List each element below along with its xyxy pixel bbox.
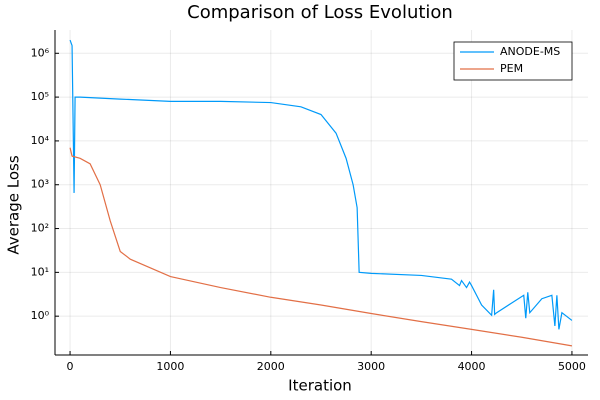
legend-label: ANODE-MS xyxy=(500,45,560,58)
legend-box xyxy=(453,41,573,81)
legend-label: PEM xyxy=(500,62,523,75)
x-tick-label: 3000 xyxy=(357,360,385,373)
y-tick-label: 10² xyxy=(31,222,49,235)
x-tick-label: 5000 xyxy=(558,360,586,373)
x-tick-label: 2000 xyxy=(257,360,285,373)
line xyxy=(69,147,573,347)
x-tick-label: 0 xyxy=(67,360,74,373)
chart-title: Comparison of Loss Evolution xyxy=(187,2,453,23)
y-tick-label: 10⁰ xyxy=(31,309,50,322)
y-axis-label: Average Loss xyxy=(5,155,23,254)
y-tick-label: 10³ xyxy=(31,178,49,191)
y-tick-label: 10¹ xyxy=(31,265,49,278)
x-tick-label: 4000 xyxy=(458,360,486,373)
y-tick-label: 10⁶ xyxy=(31,46,50,59)
y-tick-label: 10⁴ xyxy=(31,134,50,147)
line xyxy=(69,39,573,330)
x-axis-label: Iteration xyxy=(288,377,352,395)
x-tick-label: 1000 xyxy=(156,360,184,373)
y-tick-label: 10⁵ xyxy=(31,90,49,103)
